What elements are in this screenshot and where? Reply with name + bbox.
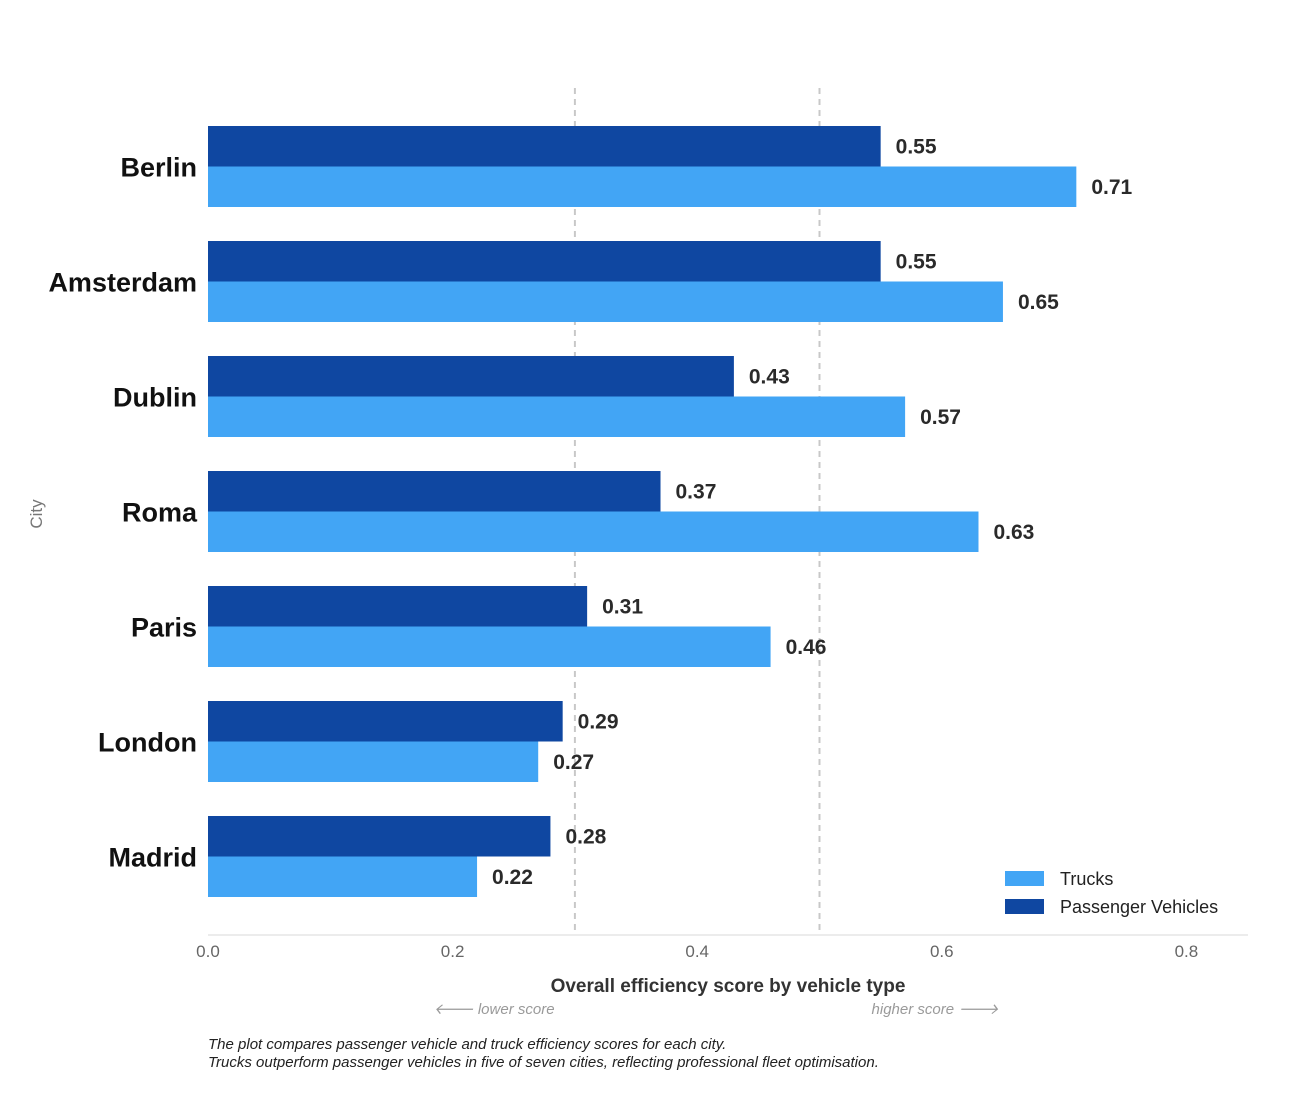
value-label-berlin-trucks: 0.71 [1091, 176, 1132, 199]
legend-label-trucks: Trucks [1060, 869, 1113, 889]
bars [208, 126, 1077, 897]
value-label-amsterdam-trucks: 0.65 [1018, 291, 1059, 314]
chart-caption: The plot compares passenger vehicle and … [208, 1036, 1268, 1072]
value-label-roma-passenger-vehicles: 0.37 [676, 480, 717, 503]
value-label-dublin-passenger-vehicles: 0.43 [749, 365, 790, 388]
bar-paris-passenger-vehicles [208, 586, 588, 627]
caption-line-1: The plot compares passenger vehicle and … [208, 1036, 727, 1053]
x-tick-label: 0.2 [441, 942, 465, 961]
bar-london-trucks [208, 741, 539, 782]
x-tick-label: 0.0 [196, 942, 220, 961]
bar-berlin-passenger-vehicles [208, 126, 881, 167]
value-label-london-passenger-vehicles: 0.29 [578, 710, 619, 733]
bar-dublin-trucks [208, 396, 906, 437]
value-label-dublin-trucks: 0.57 [920, 406, 961, 429]
bar-roma-trucks [208, 511, 979, 552]
x-tick-label: 0.8 [1175, 942, 1199, 961]
legend: Trucks Passenger Vehicles [1005, 869, 1218, 917]
bar-amsterdam-passenger-vehicles [208, 241, 881, 282]
city-label-london: London [98, 728, 197, 758]
value-label-paris-trucks: 0.46 [786, 636, 827, 659]
bar-dublin-passenger-vehicles [208, 356, 734, 397]
x-tick-label: 0.6 [930, 942, 954, 961]
higher-score-hint: higher score 🡒 [872, 1001, 999, 1018]
y-axis-title: City [27, 499, 46, 529]
city-labels: Berlin Amsterdam Dublin Roma Paris London Madr… [48, 153, 198, 873]
caption-line-2: Trucks outperform passenger vehicles in … [208, 1054, 879, 1071]
value-label-madrid-trucks: 0.22 [492, 866, 533, 889]
legend-swatch-passenger-vehicles [1005, 899, 1044, 914]
city-label-roma: Roma [122, 498, 198, 528]
bar-roma-passenger-vehicles [208, 471, 661, 512]
x-tick-label: 0.4 [685, 942, 709, 961]
bar-amsterdam-trucks [208, 281, 1003, 322]
value-label-madrid-passenger-vehicles: 0.28 [565, 825, 606, 848]
city-label-madrid: Madrid [108, 843, 197, 873]
lower-score-hint: 🡐 lower score [433, 1001, 554, 1018]
value-label-london-trucks: 0.27 [553, 751, 594, 774]
city-label-dublin: Dublin [113, 383, 197, 413]
bar-paris-trucks [208, 626, 771, 667]
bar-madrid-passenger-vehicles [208, 816, 551, 857]
bar-madrid-trucks [208, 856, 478, 897]
legend-label-passenger-vehicles: Passenger Vehicles [1060, 897, 1218, 917]
value-label-berlin-passenger-vehicles: 0.55 [896, 135, 937, 158]
x-axis-title: Overall efficiency score by vehicle type [551, 976, 906, 997]
city-label-berlin: Berlin [120, 153, 197, 183]
city-label-amsterdam: Amsterdam [48, 268, 197, 298]
value-label-amsterdam-passenger-vehicles: 0.55 [896, 250, 937, 273]
legend-swatch-trucks [1005, 871, 1044, 886]
value-labels: 0.55 0.71 0.55 0.65 0.43 0.57 0.37 0.63 0.31 0.46… [492, 135, 1132, 889]
value-label-roma-trucks: 0.63 [993, 521, 1034, 544]
x-tick-labels: 0.0 0.2 0.4 0.6 0.8 [196, 942, 1198, 961]
bar-london-passenger-vehicles [208, 701, 563, 742]
city-label-paris: Paris [131, 613, 197, 643]
bar-berlin-trucks [208, 166, 1077, 207]
value-label-paris-passenger-vehicles: 0.31 [602, 595, 643, 618]
